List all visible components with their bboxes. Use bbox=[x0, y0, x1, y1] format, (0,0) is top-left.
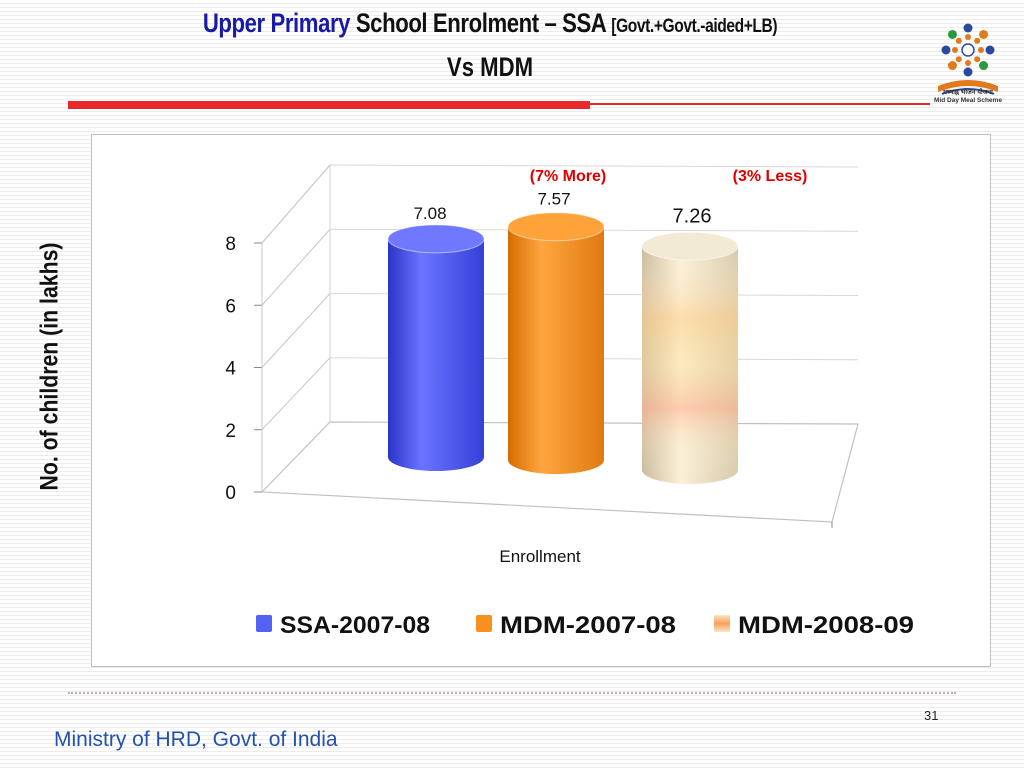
bar-body bbox=[388, 238, 484, 471]
footer-rule bbox=[68, 692, 956, 694]
logo-inner-dot bbox=[974, 37, 981, 44]
logo-caption-hi: मध्याह्न भोजन योजना bbox=[943, 89, 993, 96]
annotation-label: (7% More) bbox=[530, 168, 606, 185]
logo-inner-dot bbox=[965, 60, 971, 66]
title-bracket: [Govt.+Govt.-aided+LB) bbox=[611, 16, 778, 37]
legend-swatch bbox=[714, 615, 730, 632]
logo-caption: मध्याह्न भोजन योजना Mid Day Meal Scheme bbox=[918, 89, 1018, 105]
x-axis-label: Enrollment bbox=[499, 547, 581, 566]
logo-inner-dot bbox=[955, 56, 962, 63]
side-gridline bbox=[261, 293, 331, 368]
bar-top bbox=[507, 212, 605, 242]
data-label: 7.08 bbox=[413, 204, 446, 223]
bar-top bbox=[387, 224, 485, 254]
legend-swatch bbox=[256, 615, 272, 632]
footer-text: Ministry of HRD, Govt. of India bbox=[54, 728, 338, 751]
logo-inner-dot bbox=[978, 47, 984, 53]
side-gridline bbox=[261, 164, 331, 244]
logo-figure bbox=[985, 45, 995, 55]
logo-inner-dot bbox=[955, 37, 962, 44]
logo-caption-en: Mid Day Meal Scheme bbox=[934, 97, 1002, 104]
slide-subtitle: Vs MDM bbox=[446, 52, 534, 82]
legend-swatch bbox=[476, 615, 492, 632]
page-number: 31 bbox=[924, 708, 939, 723]
y-axis-ticks: 0 2 4 6 8 bbox=[225, 234, 236, 504]
bar-top bbox=[641, 231, 739, 261]
bar-ssa-2007-08 bbox=[387, 224, 485, 471]
y-tick-label: 4 bbox=[225, 359, 236, 380]
logo-figure bbox=[979, 61, 989, 71]
logo-figure bbox=[947, 29, 957, 39]
logo-inner-dot bbox=[974, 56, 981, 63]
data-label: 7.57 bbox=[537, 190, 570, 209]
bar-mdm-2007-08 bbox=[507, 212, 605, 474]
logo-figure bbox=[941, 45, 951, 55]
title-main: School Enrolment – SSA bbox=[350, 8, 612, 38]
y-tick-label: 2 bbox=[225, 421, 236, 442]
annotation-label: (3% Less) bbox=[733, 168, 808, 185]
y-tick-label: 0 bbox=[225, 483, 236, 504]
y-axis-label: No. of children (in lakhs) bbox=[35, 242, 64, 491]
logo-figure bbox=[963, 23, 973, 33]
back-gridline bbox=[329, 164, 859, 168]
side-gridline bbox=[261, 357, 331, 431]
data-label: 7.26 bbox=[673, 205, 712, 227]
legend-entry: MDM-2007-08 bbox=[500, 612, 676, 639]
mdm-logo-icon bbox=[938, 23, 998, 95]
logo-center bbox=[961, 43, 975, 57]
y-tick-label: 8 bbox=[225, 234, 236, 255]
logo-figure bbox=[979, 29, 989, 39]
annotations: (7% More) (3% Less) bbox=[530, 168, 808, 185]
title-highlight: Upper Primary bbox=[202, 8, 351, 38]
legend-entry: MDM-2008-09 bbox=[738, 612, 914, 639]
logo-inner-dot bbox=[952, 47, 958, 53]
title-rule-thin bbox=[590, 103, 930, 105]
chart-bars bbox=[387, 212, 739, 484]
y-tick-label: 6 bbox=[225, 296, 236, 317]
legend-entry: SSA-2007-08 bbox=[280, 612, 430, 639]
logo-figure bbox=[963, 67, 973, 77]
logo-figure bbox=[947, 61, 957, 71]
side-gridline bbox=[261, 228, 331, 306]
title-rule bbox=[68, 101, 590, 109]
logo-inner-dot bbox=[965, 34, 971, 40]
chart-legend: SSA-2007-08 MDM-2007-08 MDM-2008-09 bbox=[256, 612, 914, 639]
side-gridline bbox=[261, 421, 331, 493]
data-labels: 7.08 7.57 7.26 bbox=[413, 190, 711, 228]
bar-body-overlay bbox=[642, 246, 738, 484]
slide-title: Upper Primary School Enrolment – SSA [Go… bbox=[88, 8, 892, 39]
bar-mdm-2008-09 bbox=[641, 231, 739, 484]
bar-body bbox=[508, 226, 604, 474]
